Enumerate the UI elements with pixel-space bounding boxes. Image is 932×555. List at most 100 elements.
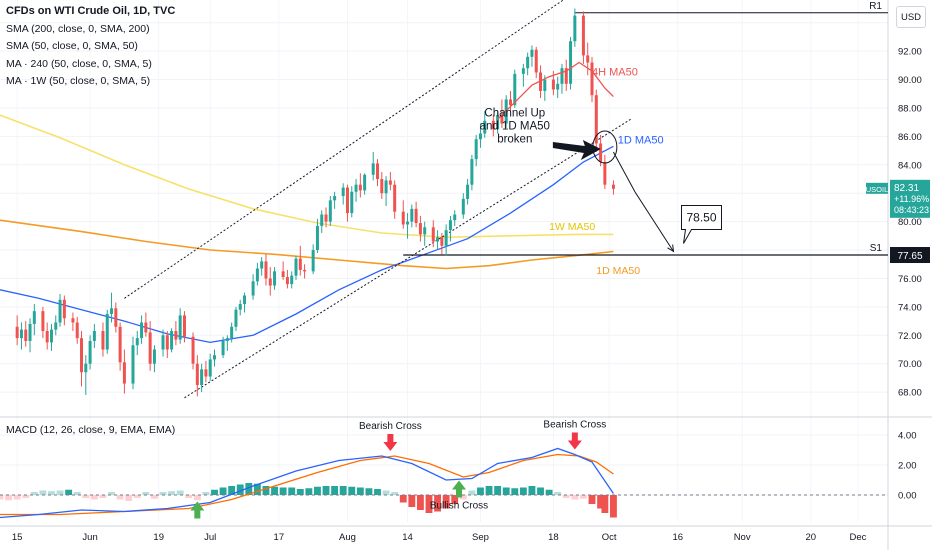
candle-body xyxy=(315,225,319,251)
candle xyxy=(324,207,328,228)
candle-body xyxy=(513,73,517,106)
target-callout-box xyxy=(681,204,723,244)
time-tick-label: 17 xyxy=(274,532,285,543)
candle-body xyxy=(350,191,354,214)
histogram-bar xyxy=(511,488,519,495)
candle xyxy=(573,8,577,47)
candle-body xyxy=(135,338,139,346)
histogram-bar xyxy=(305,488,313,495)
histogram-bar xyxy=(610,495,617,518)
candle xyxy=(539,65,543,99)
candle xyxy=(19,322,23,350)
candle xyxy=(491,115,495,137)
candle-body xyxy=(165,335,169,350)
candle xyxy=(88,335,92,370)
histogram-bar xyxy=(185,495,193,498)
macd-legend: MACD (12, 26, close, 9, EMA, EMA) xyxy=(6,424,176,436)
label-1w-ma50: 1W MA50 xyxy=(549,221,595,233)
candle-body xyxy=(182,315,186,337)
candle xyxy=(75,316,79,344)
candle-body xyxy=(478,133,482,140)
candle-body xyxy=(110,308,114,314)
candle-body xyxy=(105,313,109,350)
histogram-bar xyxy=(262,486,270,495)
candle xyxy=(586,42,590,76)
candle-body xyxy=(556,83,560,90)
candle-body xyxy=(58,299,62,323)
candle xyxy=(350,186,354,218)
histogram-bar xyxy=(90,495,98,500)
candle xyxy=(603,154,607,189)
histogram-bar xyxy=(382,490,390,495)
candle-body xyxy=(594,95,598,144)
candle-body xyxy=(255,268,259,282)
candle-body xyxy=(170,331,174,350)
candle-body xyxy=(290,275,294,285)
candle-body xyxy=(534,49,538,73)
candle xyxy=(191,332,195,370)
candle xyxy=(444,224,448,256)
channel-break-text: Channel Up xyxy=(484,107,545,119)
candle xyxy=(195,355,199,397)
candle xyxy=(345,184,349,222)
candle-body xyxy=(328,200,332,222)
candle xyxy=(15,315,19,346)
histogram-bar xyxy=(73,492,81,495)
histogram-bar xyxy=(314,486,321,495)
candle-body xyxy=(15,326,19,339)
candle xyxy=(410,204,414,228)
candle xyxy=(148,321,152,371)
currency-button[interactable]: USD xyxy=(896,6,926,28)
candle-body xyxy=(251,281,255,296)
candle xyxy=(388,171,392,191)
time-tick-label: Nov xyxy=(734,532,751,543)
candle xyxy=(590,56,594,103)
histogram-bar xyxy=(39,490,47,495)
candle-body xyxy=(599,143,603,162)
candle-body xyxy=(539,72,543,91)
candle-body xyxy=(376,163,380,180)
candle xyxy=(62,295,66,326)
histogram-bar xyxy=(588,495,596,504)
histogram-bar xyxy=(485,486,493,495)
candle xyxy=(234,306,238,332)
candle-body xyxy=(508,99,512,106)
label-1d-ma50-blue: 1D MA50 xyxy=(618,134,664,146)
candle xyxy=(521,63,525,87)
last-price-value: 82.31 xyxy=(894,183,919,194)
histogram-bar xyxy=(579,495,587,499)
histogram-bar xyxy=(228,486,236,495)
bearish-cross-label: Bearish Cross xyxy=(359,421,422,432)
candle xyxy=(200,363,204,393)
candle-body xyxy=(212,355,216,360)
candle xyxy=(92,323,96,349)
candle xyxy=(406,213,410,239)
candle-body xyxy=(200,369,204,386)
sma50-line xyxy=(0,145,614,344)
candle xyxy=(170,328,174,353)
candle xyxy=(290,271,294,289)
candle-body xyxy=(581,15,585,56)
candle xyxy=(131,336,135,390)
price-tick-label: 70.00 xyxy=(898,359,922,370)
candle-body xyxy=(466,184,470,199)
histogram-bar xyxy=(219,487,227,495)
legend-sma50: SMA (50, close, 0, SMA, 50) xyxy=(6,40,138,52)
macd-tick-label: 0.00 xyxy=(898,491,917,502)
candle xyxy=(376,159,380,187)
last-price-change: +11.96% xyxy=(894,194,929,204)
axes: 68.0070.0072.0074.0076.0078.0080.0082.00… xyxy=(12,18,930,543)
histogram-bar xyxy=(48,491,55,495)
histogram-bar xyxy=(451,495,459,504)
candle-body xyxy=(324,214,328,222)
candle-body xyxy=(49,329,53,343)
histogram-bar xyxy=(236,484,244,495)
candle-body xyxy=(590,62,594,96)
candle-body xyxy=(122,362,126,384)
candle-body xyxy=(32,311,36,324)
candle-body xyxy=(230,326,234,339)
candle-body xyxy=(358,184,362,191)
